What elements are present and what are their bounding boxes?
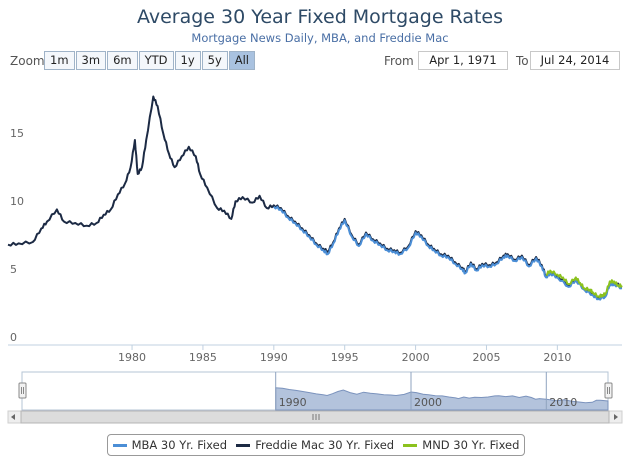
legend-item-mba[interactable]: MBA 30 Yr. Fixed — [112, 438, 228, 452]
y-tick-label: 15 — [10, 127, 24, 140]
navigator-tick-label: 1990 — [279, 396, 307, 409]
legend-label-mba: MBA 30 Yr. Fixed — [131, 438, 228, 452]
zoom-5y-button[interactable]: 5y — [201, 51, 228, 70]
navigator-left-handle[interactable] — [18, 382, 27, 399]
navigator-tick-label: 2000 — [414, 396, 442, 409]
legend-swatch-mba — [112, 443, 127, 447]
navigator-area — [275, 387, 609, 411]
navigator-scrollbar-thumb[interactable] — [20, 410, 610, 424]
scroll-left-arrow-icon[interactable] — [11, 414, 15, 420]
legend-swatch-mnd — [403, 443, 418, 447]
series-layer — [7, 95, 623, 301]
zoom-3m-button[interactable]: 3m — [75, 51, 107, 70]
zoom-1y-button[interactable]: 1y — [174, 51, 201, 70]
chart-subtitle: Mortgage News Daily, MBA, and Freddie Ma… — [191, 31, 449, 45]
zoom-ytd-button[interactable]: YTD — [138, 51, 174, 70]
from-label: From — [384, 54, 414, 68]
mba-series-line — [273, 205, 623, 301]
mnd-series-line — [545, 269, 623, 299]
legend-label-mnd: MND 30 Yr. Fixed — [422, 438, 520, 452]
x-tick-label: 1995 — [331, 351, 359, 364]
scroll-right-arrow-icon[interactable] — [614, 414, 618, 420]
navigator-tick-label: 2010 — [549, 396, 577, 409]
navigator-right-handle[interactable] — [604, 382, 613, 399]
x-tick-label: 1990 — [260, 351, 288, 364]
x-tick-label: 2000 — [402, 351, 430, 364]
x-tick-label: 1985 — [189, 351, 217, 364]
y-axis: 0 5 10 15 — [10, 127, 24, 344]
zoom-1m-button[interactable]: 1m — [44, 51, 75, 70]
zoom-6m-button[interactable]: 6m — [107, 51, 138, 70]
x-tick-label: 2010 — [543, 351, 571, 364]
navigator[interactable]: 1990 2000 2010 — [7, 371, 623, 424]
legend-label-freddie-mac: Freddie Mac 30 Yr. Fixed — [255, 438, 395, 452]
legend-item-freddie-mac[interactable]: Freddie Mac 30 Yr. Fixed — [236, 438, 394, 452]
zoom-label: Zoom — [10, 54, 45, 68]
legend: MBA 30 Yr. Fixed Freddie Mac 30 Yr. Fixe… — [107, 434, 525, 456]
zoom-all-button[interactable]: All — [228, 51, 256, 70]
y-tick-label: 10 — [10, 195, 24, 208]
y-tick-label: 5 — [10, 263, 17, 276]
x-axis: 1980 1985 1990 1995 2000 2005 2010 — [8, 344, 622, 364]
freddie-mac-series-line — [7, 95, 623, 300]
x-tick-label: 2005 — [472, 351, 500, 364]
x-tick-label: 1980 — [118, 351, 146, 364]
zoom-button-group: 1m 3m 6m YTD 1y 5y All — [44, 51, 256, 70]
legend-item-mnd[interactable]: MND 30 Yr. Fixed — [403, 438, 519, 452]
from-date-input[interactable]: Apr 1, 1971 — [418, 51, 508, 70]
to-label: To — [516, 54, 529, 68]
chart-title: Average 30 Year Fixed Mortgage Rates — [136, 6, 504, 28]
y-tick-label: 0 — [10, 331, 17, 344]
legend-swatch-freddie-mac — [236, 443, 251, 447]
to-date-input[interactable]: Jul 24, 2014 — [530, 51, 620, 70]
